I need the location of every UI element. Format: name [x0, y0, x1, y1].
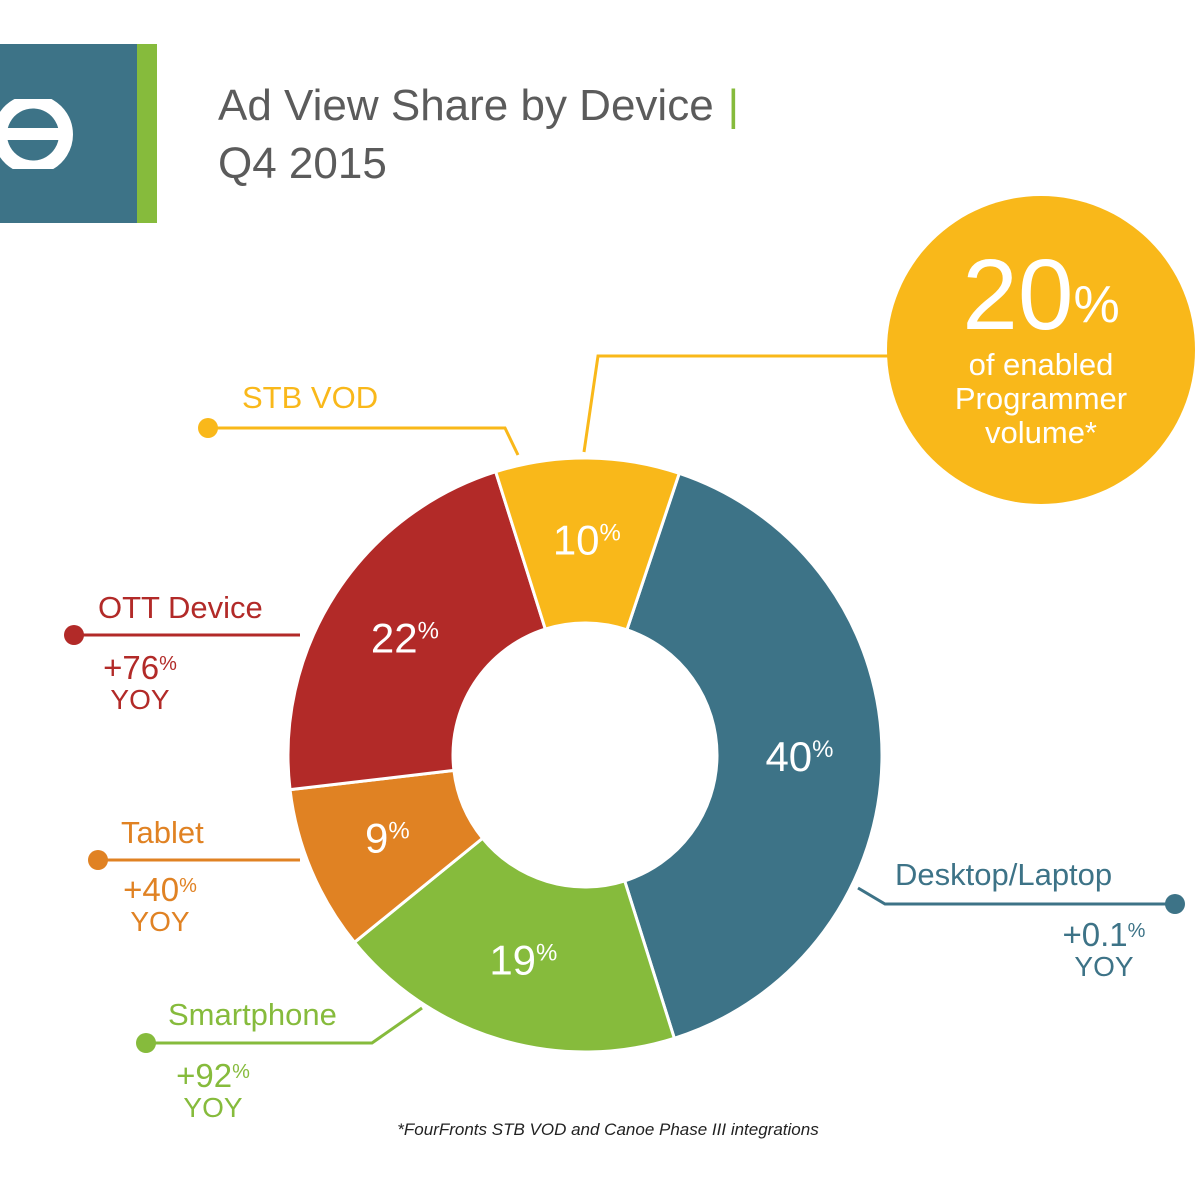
yoy-number: +76	[103, 649, 160, 686]
yoy-label-desktop-laptop: YOY	[1074, 951, 1134, 982]
yoy-unit: %	[159, 653, 177, 675]
leader-dot-desktop-laptop	[1165, 894, 1185, 914]
data-label-desktop-laptop: 40%	[765, 733, 833, 780]
legend-label-ott-device: OTT Device	[98, 590, 263, 625]
donut-slice-stb-vod	[493, 456, 682, 632]
callout-line: volume*	[985, 415, 1097, 450]
legend-label-smartphone: Smartphone	[168, 997, 337, 1032]
yoy-number: +0.1	[1062, 916, 1128, 953]
yoy-unit: %	[232, 1061, 250, 1083]
leader-dot-smartphone	[136, 1033, 156, 1053]
logo-mark-icon	[0, 99, 73, 169]
callout-line: of enabled	[968, 347, 1114, 382]
callout-description: of enabled Programmer volume*	[888, 348, 1194, 450]
leader-dot-tablet	[88, 850, 108, 870]
yoy-value-ott-device: +76%	[70, 650, 210, 686]
callout-value: 20%	[888, 240, 1194, 350]
callout-unit: %	[1073, 276, 1120, 334]
legend-label-tablet: Tablet	[121, 815, 204, 850]
leader-dot-ott-device	[64, 625, 84, 645]
chart-subtitle: Q4 2015	[218, 139, 387, 188]
leader-line-callout	[582, 354, 888, 453]
legend-label-desktop-laptop: Desktop/Laptop	[895, 857, 1113, 892]
yoy-unit: %	[179, 875, 197, 897]
leader-dot-stb-vod	[198, 418, 218, 438]
logo-accent-stripe	[137, 44, 157, 223]
callout-number: 20	[962, 239, 1074, 351]
yoy-value-smartphone: +92%	[143, 1058, 283, 1094]
leader-line-stb-vod	[208, 426, 520, 456]
yoy-label-ott-device: YOY	[110, 684, 170, 715]
yoy-number: +40	[123, 871, 180, 908]
yoy-value-tablet: +40%	[90, 872, 230, 908]
title-separator: |	[727, 81, 740, 130]
yoy-number: +92	[176, 1057, 233, 1094]
brand-logo	[0, 44, 137, 223]
donut-slice-desktop-laptop	[622, 471, 884, 1041]
footnote: *FourFronts STB VOD and Canoe Phase III …	[397, 1120, 819, 1139]
legend-label-stb-vod: STB VOD	[242, 380, 379, 415]
leader-line-desktop-laptop	[857, 886, 1175, 906]
donut-slice-ott-device	[286, 469, 548, 792]
data-label-stb-vod: 10%	[553, 517, 621, 564]
yoy-label-tablet: YOY	[130, 906, 190, 937]
leader-line-smartphone	[146, 1006, 423, 1045]
yoy-unit: %	[1127, 920, 1146, 942]
data-label-ott-device: 22%	[371, 614, 439, 661]
callout-line: Programmer	[954, 381, 1128, 416]
donut-slice-smartphone	[352, 836, 677, 1054]
chart-title-text: Ad View Share by Device	[218, 81, 714, 130]
chart-title: Ad View Share by Device |	[218, 80, 739, 132]
yoy-value-desktop-laptop: +0.1%	[1034, 917, 1174, 953]
data-label-smartphone: 19%	[489, 936, 557, 983]
callout-circle	[887, 196, 1195, 504]
yoy-label-smartphone: YOY	[183, 1092, 243, 1123]
data-label-tablet: 9%	[365, 814, 410, 861]
